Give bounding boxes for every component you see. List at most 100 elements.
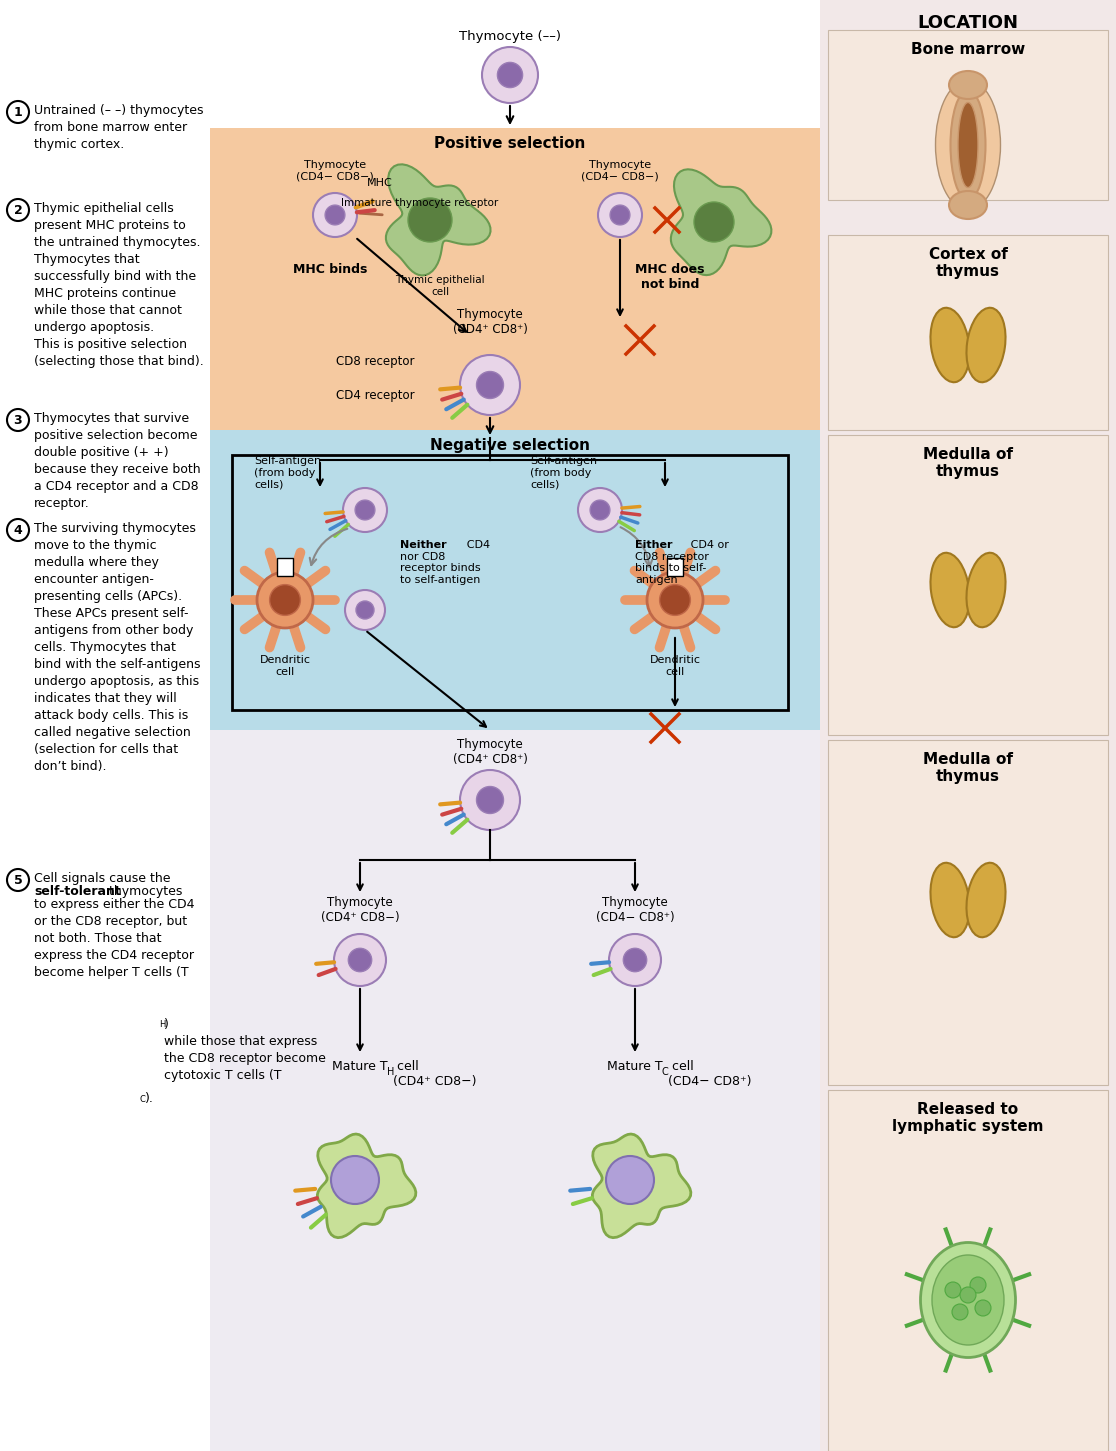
Circle shape — [7, 409, 29, 431]
Text: Thymocyte
(CD4− CD8⁺): Thymocyte (CD4− CD8⁺) — [596, 897, 674, 924]
Bar — [210, 128, 820, 438]
Circle shape — [270, 585, 300, 615]
Text: Cortex of
thymus: Cortex of thymus — [929, 247, 1008, 280]
Text: Bone marrow: Bone marrow — [911, 42, 1026, 57]
Circle shape — [334, 934, 386, 987]
Circle shape — [624, 949, 646, 972]
Text: CD4
nor CD8
receptor binds
to self-antigen: CD4 nor CD8 receptor binds to self-antig… — [400, 540, 490, 585]
Circle shape — [610, 205, 629, 225]
Circle shape — [460, 355, 520, 415]
Text: to express either the CD4
or the CD8 receptor, but
not both. Those that
express : to express either the CD4 or the CD8 rec… — [33, 898, 194, 979]
Text: Neither: Neither — [400, 540, 446, 550]
Text: Thymic epithelial
cell: Thymic epithelial cell — [395, 276, 484, 296]
Text: H: H — [158, 1020, 165, 1029]
Polygon shape — [593, 1135, 691, 1238]
Text: 2: 2 — [13, 203, 22, 216]
Ellipse shape — [932, 1255, 1004, 1345]
Text: Thymocyte
(CD4− CD8−): Thymocyte (CD4− CD8−) — [581, 160, 658, 181]
Text: Either: Either — [635, 540, 673, 550]
Text: Cell signals cause the: Cell signals cause the — [33, 872, 171, 885]
Circle shape — [7, 199, 29, 221]
Circle shape — [970, 1277, 987, 1293]
Ellipse shape — [958, 103, 978, 187]
Bar — [820, 0, 1116, 1451]
Text: Thymic epithelial cells
present MHC proteins to
the untrained thymocytes.
Thymoc: Thymic epithelial cells present MHC prot… — [33, 202, 204, 369]
Text: H: H — [387, 1066, 394, 1077]
Ellipse shape — [951, 90, 985, 200]
Text: Mature T: Mature T — [607, 1061, 663, 1072]
Circle shape — [331, 1156, 379, 1204]
Polygon shape — [386, 164, 491, 276]
Circle shape — [647, 572, 703, 628]
Circle shape — [408, 197, 452, 242]
Text: ).: ). — [145, 1093, 154, 1106]
Circle shape — [356, 601, 374, 620]
Text: 4: 4 — [13, 524, 22, 537]
Circle shape — [325, 205, 345, 225]
Text: Medulla of
thymus: Medulla of thymus — [923, 752, 1013, 785]
Ellipse shape — [935, 80, 1001, 210]
Ellipse shape — [966, 863, 1006, 937]
Circle shape — [660, 585, 691, 615]
Bar — [828, 1090, 1108, 1451]
Text: CD8 receptor: CD8 receptor — [337, 355, 415, 369]
Circle shape — [482, 46, 538, 103]
Text: thymocytes: thymocytes — [105, 885, 182, 898]
Circle shape — [355, 501, 375, 519]
Circle shape — [348, 949, 372, 972]
Circle shape — [578, 488, 622, 533]
Bar — [828, 235, 1108, 429]
Text: CD4 or
CD8 receptor
binds to self-
antigen: CD4 or CD8 receptor binds to self- antig… — [635, 540, 729, 585]
Circle shape — [7, 519, 29, 541]
Polygon shape — [317, 1135, 416, 1238]
Text: MHC binds: MHC binds — [292, 263, 367, 276]
Bar — [828, 30, 1108, 200]
Text: Thymocyte (––): Thymocyte (––) — [459, 30, 561, 44]
Text: Dendritic
cell: Dendritic cell — [650, 654, 701, 676]
Text: )
while those that express
the CD8 receptor become
cytotoxic T cells (T: ) while those that express the CD8 recep… — [164, 1019, 326, 1082]
Polygon shape — [671, 170, 771, 276]
Text: LOCATION: LOCATION — [917, 15, 1019, 32]
Circle shape — [460, 770, 520, 830]
Circle shape — [345, 591, 385, 630]
Circle shape — [477, 786, 503, 814]
Text: Immature thymocyte receptor: Immature thymocyte receptor — [341, 197, 499, 207]
Text: Self-antigen
(from body
cells): Self-antigen (from body cells) — [530, 456, 597, 489]
Text: Released to
lymphatic system: Released to lymphatic system — [893, 1101, 1043, 1135]
Text: C: C — [662, 1066, 668, 1077]
Ellipse shape — [949, 71, 987, 99]
Text: The surviving thymocytes
move to the thymic
medulla where they
encounter antigen: The surviving thymocytes move to the thy… — [33, 522, 201, 773]
Bar — [828, 435, 1108, 736]
Text: Thymocyte
(CD4⁺ CD8⁺): Thymocyte (CD4⁺ CD8⁺) — [453, 308, 528, 337]
Bar — [0, 0, 820, 1451]
Circle shape — [975, 1300, 991, 1316]
Circle shape — [590, 501, 610, 519]
Bar — [828, 740, 1108, 1085]
Bar — [232, 456, 788, 710]
Text: Thymocyte
(CD4− CD8−): Thymocyte (CD4− CD8−) — [296, 160, 374, 181]
Circle shape — [945, 1283, 961, 1299]
Circle shape — [598, 193, 642, 237]
Circle shape — [477, 371, 503, 399]
Circle shape — [606, 1156, 654, 1204]
Ellipse shape — [921, 1242, 1016, 1358]
Circle shape — [694, 202, 734, 242]
Ellipse shape — [966, 553, 1006, 627]
Circle shape — [960, 1287, 976, 1303]
Circle shape — [7, 102, 29, 123]
Text: self-tolerant: self-tolerant — [33, 885, 121, 898]
Bar — [277, 559, 294, 576]
Text: 3: 3 — [13, 414, 22, 427]
Text: Thymocyte
(CD4⁺ CD8⁺): Thymocyte (CD4⁺ CD8⁺) — [453, 739, 528, 766]
Text: Mature T: Mature T — [333, 1061, 388, 1072]
Circle shape — [343, 488, 387, 533]
Ellipse shape — [931, 308, 970, 382]
Text: cell
(CD4− CD8⁺): cell (CD4− CD8⁺) — [668, 1061, 751, 1088]
Bar — [210, 730, 820, 1451]
Text: Positive selection: Positive selection — [434, 136, 586, 151]
Text: CD4 receptor: CD4 receptor — [336, 389, 415, 402]
Text: MHC: MHC — [367, 178, 393, 189]
Circle shape — [7, 869, 29, 891]
Circle shape — [952, 1304, 968, 1320]
Ellipse shape — [949, 192, 987, 219]
